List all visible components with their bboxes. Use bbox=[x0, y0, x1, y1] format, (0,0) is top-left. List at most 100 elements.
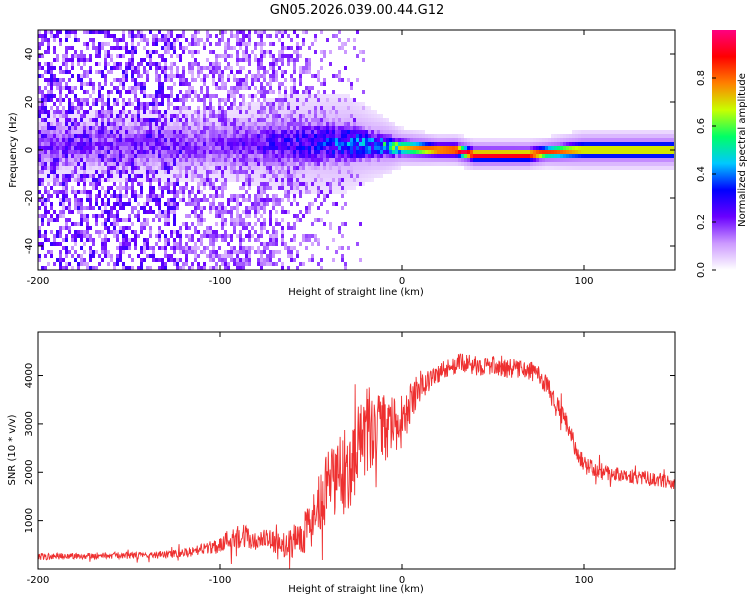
heatmap-cell bbox=[86, 190, 89, 194]
heatmap-cell bbox=[320, 102, 323, 106]
heatmap-cell bbox=[287, 106, 290, 110]
heatmap-cell bbox=[404, 142, 407, 146]
heatmap-cell bbox=[233, 262, 236, 266]
heatmap-cell bbox=[281, 170, 284, 174]
heatmap-cell bbox=[125, 150, 128, 154]
heatmap-cell bbox=[89, 226, 92, 230]
heatmap-cell bbox=[41, 166, 44, 170]
heatmap-cell bbox=[230, 146, 233, 150]
heatmap-cell bbox=[293, 258, 296, 262]
heatmap-cell bbox=[200, 66, 203, 70]
heatmap-cell bbox=[239, 178, 242, 182]
heatmap-cell bbox=[53, 130, 56, 134]
heatmap-cell bbox=[185, 150, 188, 154]
heatmap-cell bbox=[197, 106, 200, 110]
heatmap-cell bbox=[221, 126, 224, 130]
heatmap-cell bbox=[197, 262, 200, 266]
heatmap-cell bbox=[236, 262, 239, 266]
heatmap-cell bbox=[134, 246, 137, 250]
heatmap-cell bbox=[101, 118, 104, 122]
heatmap-cell bbox=[389, 138, 392, 142]
heatmap-cell bbox=[164, 166, 167, 170]
heatmap-cell bbox=[65, 162, 68, 166]
heatmap-cell bbox=[278, 150, 281, 154]
heatmap-cell bbox=[173, 246, 176, 250]
heatmap-cell bbox=[446, 138, 449, 142]
heatmap-cell bbox=[323, 150, 326, 154]
heatmap-cell bbox=[116, 210, 119, 214]
heatmap-cell bbox=[95, 154, 98, 158]
heatmap-cell bbox=[122, 158, 125, 162]
heatmap-cell bbox=[296, 190, 299, 194]
heatmap-cell bbox=[227, 122, 230, 126]
heatmap-cell bbox=[140, 106, 143, 110]
heatmap-cell bbox=[296, 50, 299, 54]
heatmap-cell bbox=[92, 86, 95, 90]
heatmap-cell bbox=[587, 142, 590, 146]
heatmap-cell bbox=[329, 222, 332, 226]
heatmap-cell bbox=[185, 254, 188, 258]
heatmap-cell bbox=[59, 38, 62, 42]
heatmap-cell bbox=[377, 122, 380, 126]
heatmap-cell bbox=[215, 158, 218, 162]
heatmap-cell bbox=[494, 138, 497, 142]
heatmap-cell bbox=[44, 138, 47, 142]
heatmap-cell bbox=[314, 234, 317, 238]
heatmap-cell bbox=[269, 178, 272, 182]
heatmap-cell bbox=[95, 186, 98, 190]
heatmap-cell bbox=[320, 134, 323, 138]
heatmap-cell bbox=[101, 250, 104, 254]
heatmap-cell bbox=[173, 42, 176, 46]
heatmap-cell bbox=[185, 114, 188, 118]
heatmap-cell bbox=[314, 186, 317, 190]
heatmap-cell bbox=[542, 154, 545, 158]
heatmap-cell bbox=[329, 134, 332, 138]
heatmap-cell bbox=[263, 122, 266, 126]
heatmap-cell bbox=[407, 146, 410, 150]
heatmap-cell bbox=[89, 206, 92, 210]
heatmap-cell bbox=[236, 250, 239, 254]
heatmap-cell bbox=[218, 134, 221, 138]
heatmap-cell bbox=[110, 210, 113, 214]
heatmap-cell bbox=[203, 166, 206, 170]
heatmap-cell bbox=[146, 62, 149, 66]
heatmap-cell bbox=[317, 106, 320, 110]
heatmap-cell bbox=[254, 150, 257, 154]
heatmap-cell bbox=[338, 154, 341, 158]
heatmap-cell bbox=[95, 250, 98, 254]
heatmap-cell bbox=[44, 202, 47, 206]
heatmap-cell bbox=[104, 66, 107, 70]
heatmap-cell bbox=[299, 118, 302, 122]
heatmap-cell bbox=[86, 230, 89, 234]
heatmap-cell bbox=[101, 130, 104, 134]
heatmap-cell bbox=[194, 250, 197, 254]
heatmap-cell bbox=[59, 258, 62, 262]
heatmap-cell bbox=[554, 150, 557, 154]
heatmap-cell bbox=[233, 218, 236, 222]
heatmap-cell bbox=[395, 154, 398, 158]
heatmap-cell bbox=[227, 46, 230, 50]
heatmap-cell bbox=[323, 194, 326, 198]
heatmap-cell bbox=[575, 162, 578, 166]
heatmap-cell bbox=[335, 150, 338, 154]
heatmap-cell bbox=[104, 222, 107, 226]
heatmap-cell bbox=[104, 58, 107, 62]
heatmap-cell bbox=[383, 142, 386, 146]
heatmap-cell bbox=[200, 114, 203, 118]
heatmap-cell bbox=[248, 110, 251, 114]
heatmap-cell bbox=[344, 162, 347, 166]
heatmap-cell bbox=[107, 34, 110, 38]
heatmap-cell bbox=[515, 162, 518, 166]
heatmap-cell bbox=[209, 226, 212, 230]
heatmap-cell bbox=[152, 174, 155, 178]
heatmap-cell bbox=[56, 82, 59, 86]
heatmap-cell bbox=[353, 106, 356, 110]
heatmap-cell bbox=[239, 126, 242, 130]
heatmap-cell bbox=[542, 146, 545, 150]
heatmap-cell bbox=[353, 150, 356, 154]
heatmap-cell bbox=[296, 122, 299, 126]
heatmap-cell bbox=[101, 222, 104, 226]
heatmap-cell bbox=[59, 198, 62, 202]
heatmap-cell bbox=[173, 262, 176, 266]
heatmap-cell bbox=[236, 126, 239, 130]
